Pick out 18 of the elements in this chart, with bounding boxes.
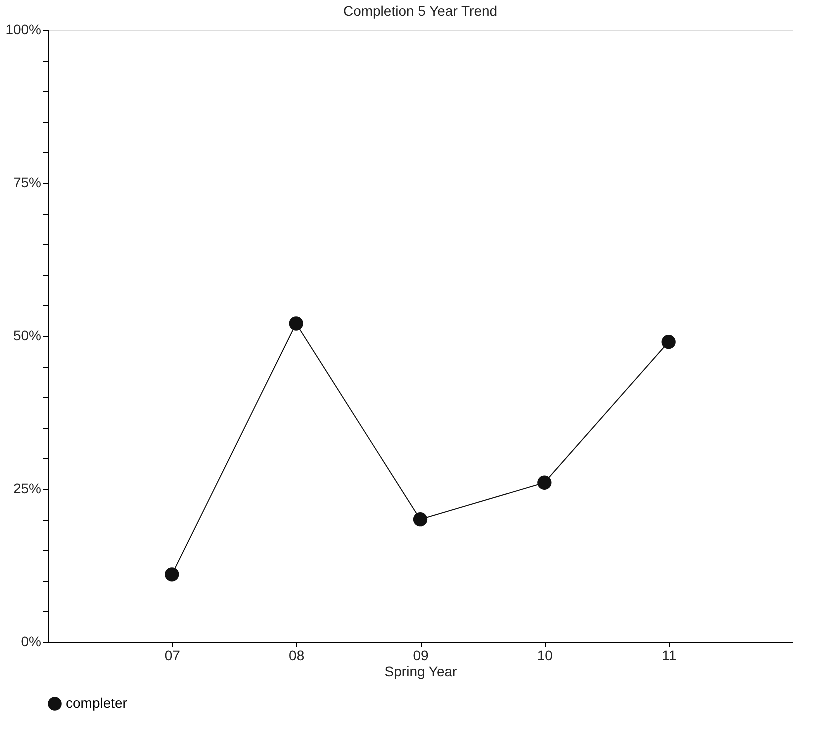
- point: [289, 316, 304, 331]
- point: [165, 568, 180, 582]
- x-tick-label: 07: [164, 648, 181, 664]
- x-axis-title: Spring Year: [384, 664, 458, 680]
- x-tick-label: 10: [537, 648, 554, 664]
- point: [662, 335, 676, 350]
- chart-title: Completion 5 Year Trend: [343, 3, 498, 19]
- y-tick-label: 25%: [13, 480, 42, 496]
- x-tick-label: 09: [413, 648, 429, 664]
- point: [538, 476, 552, 490]
- y-tick-label: 50%: [13, 328, 42, 344]
- y-tick-label: 100%: [6, 22, 42, 38]
- y-tick-label: 75%: [13, 174, 42, 190]
- y-tick-label: 0%: [21, 634, 42, 650]
- legend-label: completer: [66, 695, 128, 711]
- point: [413, 512, 428, 527]
- x-tick-label: 08: [289, 648, 305, 664]
- x-tick-label: 11: [662, 648, 677, 664]
